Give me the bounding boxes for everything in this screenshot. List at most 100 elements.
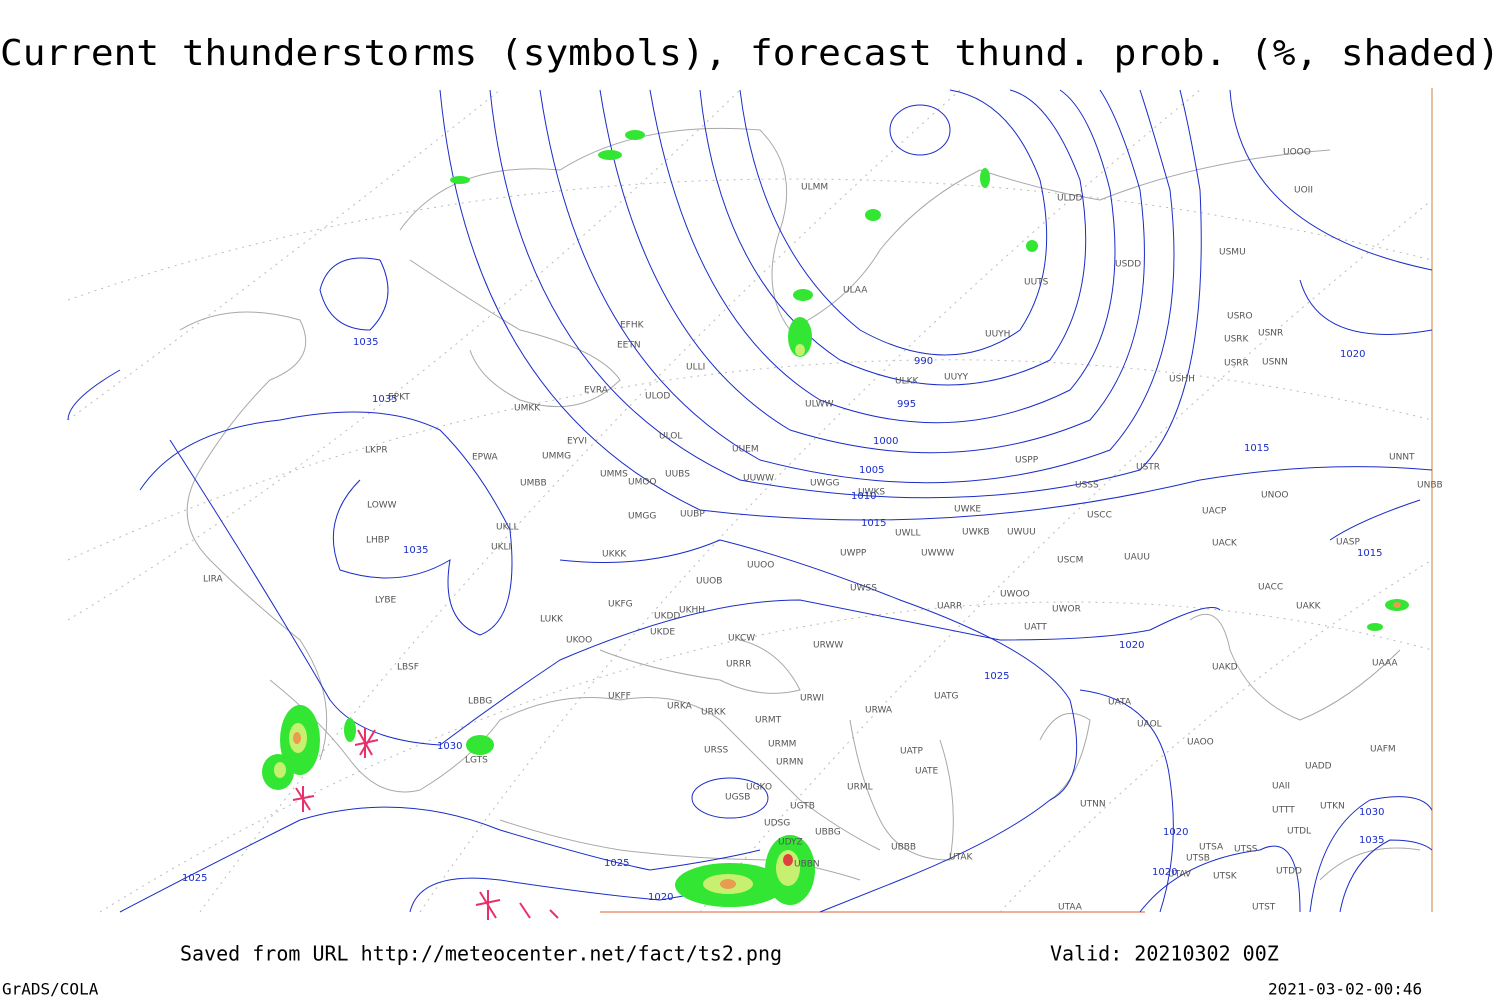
isobar-label: 1035 [403,545,428,556]
isobars [67,89,1433,913]
station-label: UATG [934,692,959,702]
isobar-label: 1025 [984,671,1009,682]
station-label: LKPR [365,446,388,456]
station-label: UTSB [1186,854,1210,864]
station-label: LYBE [375,596,396,606]
station-label: UUYY [944,373,969,383]
station-label: UAUU [1124,553,1150,563]
station-label: USNR [1258,329,1283,339]
station-label: UWKS [858,488,885,498]
isobar-label: 1025 [182,873,207,884]
station-label: ULOL [659,432,682,442]
station-label: UTNN [1080,800,1106,810]
isobar-label: 1035 [372,394,397,405]
station-label: URMM [768,740,796,750]
isobar-label: 990 [914,356,933,367]
station-label: UTAV [1168,870,1192,880]
station-label: ULMM [801,183,828,193]
station-label: UNNT [1389,453,1415,463]
station-label: LUKK [540,615,564,625]
station-label: LGTS [465,756,488,766]
station-label: UGTB [790,802,815,812]
isobar-labels: 1035 1035 990 995 1000 1005 1010 1015 1035 1030 10… [182,337,1384,903]
station-label: UOOO [1283,148,1311,158]
station-label: UACC [1258,583,1283,593]
station-label: USPP [1015,456,1039,466]
station-label: UAKK [1296,602,1322,612]
station-label: UGSB [725,793,750,803]
station-label: UKCW [728,634,755,644]
station-label: UAII [1272,782,1290,792]
station-label: UWKB [962,528,990,538]
station-label: URWA [865,706,893,716]
station-label: UWPP [840,549,867,559]
station-label: URRR [726,660,751,670]
station-label: UKFG [608,600,633,610]
thunderstorm-symbols [292,728,559,920]
station-label: EVRA [584,386,609,396]
isobar-label: 1030 [437,741,462,752]
station-label: ULKK [895,377,920,387]
station-label: URMN [776,758,803,768]
station-label: UKFF [608,692,631,702]
station-label: UARR [937,602,962,612]
station-label: ULOD [645,392,670,402]
station-label: UTST [1252,903,1276,913]
station-label: UOII [1294,186,1313,196]
station-label: UKLL [496,523,519,533]
station-label: UNOO [1261,491,1289,501]
station-label: URMT [755,716,782,726]
station-label: UUWW [743,474,774,484]
station-label: UKHH [679,606,705,616]
station-label: UTTT [1272,806,1295,816]
station-label: LBSF [397,663,419,673]
station-label: UWWW [921,549,954,559]
station-label: URKK [701,708,727,718]
station-labels: EFHK EETN EVRA ULOD UMKK EYVI UMMG EPWA LKPR UMMS… [203,148,1443,913]
isobar-label: 1015 [861,518,886,529]
station-label: USSS [1075,481,1099,491]
station-label: UTSA [1199,843,1224,853]
isobar-label: 995 [897,399,916,410]
station-label: EFHK [620,321,645,331]
map-title: Current thunderstorms (symbols), forecas… [0,33,1500,74]
station-label: UDYZ [778,838,803,848]
isobar-label: 1020 [648,892,673,903]
isobar-label: 1035 [353,337,378,348]
station-label: USRO [1227,312,1253,322]
station-label: UWLL [895,529,921,539]
isobar-label: 1015 [1357,548,1382,559]
station-label: UKDD [654,612,680,622]
station-label: UATP [900,747,924,757]
software-credit: GrADS/COLA [2,980,99,999]
station-label: UUEM [732,445,759,455]
station-label: USCC [1087,511,1112,521]
station-label: USHH [1169,375,1195,385]
isobar-label: 1020 [1340,349,1365,360]
station-label: UAOL [1137,720,1162,730]
station-label: URSS [704,746,729,756]
station-label: ULLI [686,363,705,373]
station-label: UATE [915,767,939,777]
isobar-label: 1015 [1244,443,1269,454]
valid-time: Valid: 20210302 00Z [1050,942,1279,966]
isobar-label: 1005 [859,465,884,476]
isobar-label: 1030 [1359,807,1384,818]
station-label: USRR [1224,359,1249,369]
station-label: UKKK [602,550,627,560]
station-label: UAKD [1212,663,1238,673]
station-label: UDSG [764,819,790,829]
station-label: UNBB [1417,481,1443,491]
station-label: UTDL [1287,827,1311,837]
station-label: UATA [1108,698,1132,708]
station-label: UWKE [954,505,981,515]
station-label: UTSS [1234,845,1258,855]
station-label: UMMS [600,470,628,480]
thunder-probability [262,130,1409,907]
source-note: Saved from URL http://meteocenter.net/fa… [180,942,782,966]
station-label: UAOO [1187,738,1214,748]
station-label: UWOR [1052,605,1081,615]
station-label: UTAA [1058,903,1083,913]
